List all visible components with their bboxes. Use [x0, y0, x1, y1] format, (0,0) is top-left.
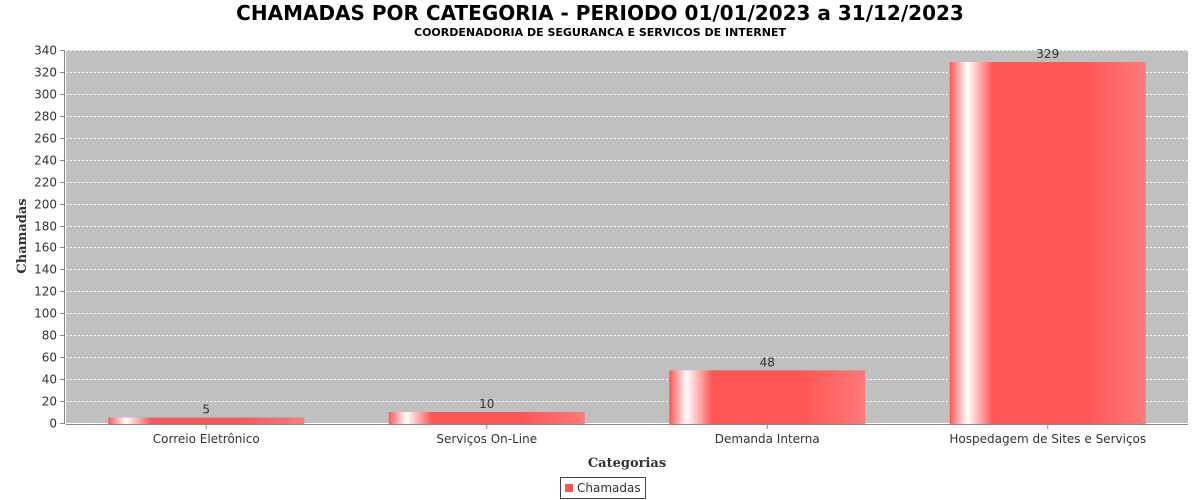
y-tick-label: 140 — [34, 263, 57, 277]
bar-value-label: 48 — [760, 355, 775, 369]
bar-value-label: 5 — [202, 403, 210, 417]
bar-value-label: 329 — [1036, 47, 1059, 61]
y-tick-label: 200 — [34, 198, 57, 212]
bar-value-label: 10 — [479, 397, 494, 411]
x-tick-label: Demanda Interna — [715, 432, 820, 446]
bar — [949, 62, 1146, 424]
y-tick-label: 280 — [34, 110, 57, 124]
y-tick-label: 240 — [34, 154, 57, 168]
chart-subtitle: COORDENADORIA DE SEGURANCA E SERVICOS DE… — [414, 26, 786, 39]
x-tick-label: Correio Eletrônico — [153, 432, 260, 446]
y-tick-label: 260 — [34, 132, 57, 146]
bar — [388, 412, 585, 424]
y-tick-label: 80 — [42, 329, 57, 343]
legend: Chamadas — [560, 477, 646, 499]
y-tick-label: 20 — [42, 395, 57, 409]
y-tick-label: 320 — [34, 66, 57, 80]
y-tick-label: 60 — [42, 351, 57, 365]
y-tick-label: 40 — [42, 373, 57, 387]
gridlines — [66, 50, 1188, 402]
y-tick-label: 120 — [34, 285, 57, 299]
x-tick-label: Serviços On-Line — [436, 432, 537, 446]
legend-swatch — [565, 484, 573, 492]
legend-label: Chamadas — [577, 481, 641, 495]
y-tick-label: 300 — [34, 88, 57, 102]
y-tick-label: 180 — [34, 220, 57, 234]
chart-title: CHAMADAS POR CATEGORIA - PERIODO 01/01/2… — [236, 1, 964, 25]
y-tick-label: 340 — [34, 44, 57, 58]
bar — [669, 370, 866, 424]
x-axis-title: Categorias — [588, 456, 666, 471]
y-tick-label: 160 — [34, 241, 57, 255]
x-ticks: Correio Eletrônico Serviços On-Line Demand… — [153, 425, 1146, 446]
value-labels: 5 10 48 329 — [202, 47, 1059, 416]
y-tick-label: 100 — [34, 307, 57, 321]
y-ticks: 0 20 40 60 80 100 120 140 160 180 200 220 240 260 280 3… — [34, 44, 64, 431]
y-tick-label: 0 — [49, 417, 57, 431]
y-tick-label: 220 — [34, 176, 57, 190]
bar — [108, 417, 305, 424]
y-axis-title: Chamadas — [15, 198, 30, 273]
x-tick-label: Hospedagem de Sites e Serviços — [949, 432, 1146, 446]
bars — [108, 62, 1146, 424]
